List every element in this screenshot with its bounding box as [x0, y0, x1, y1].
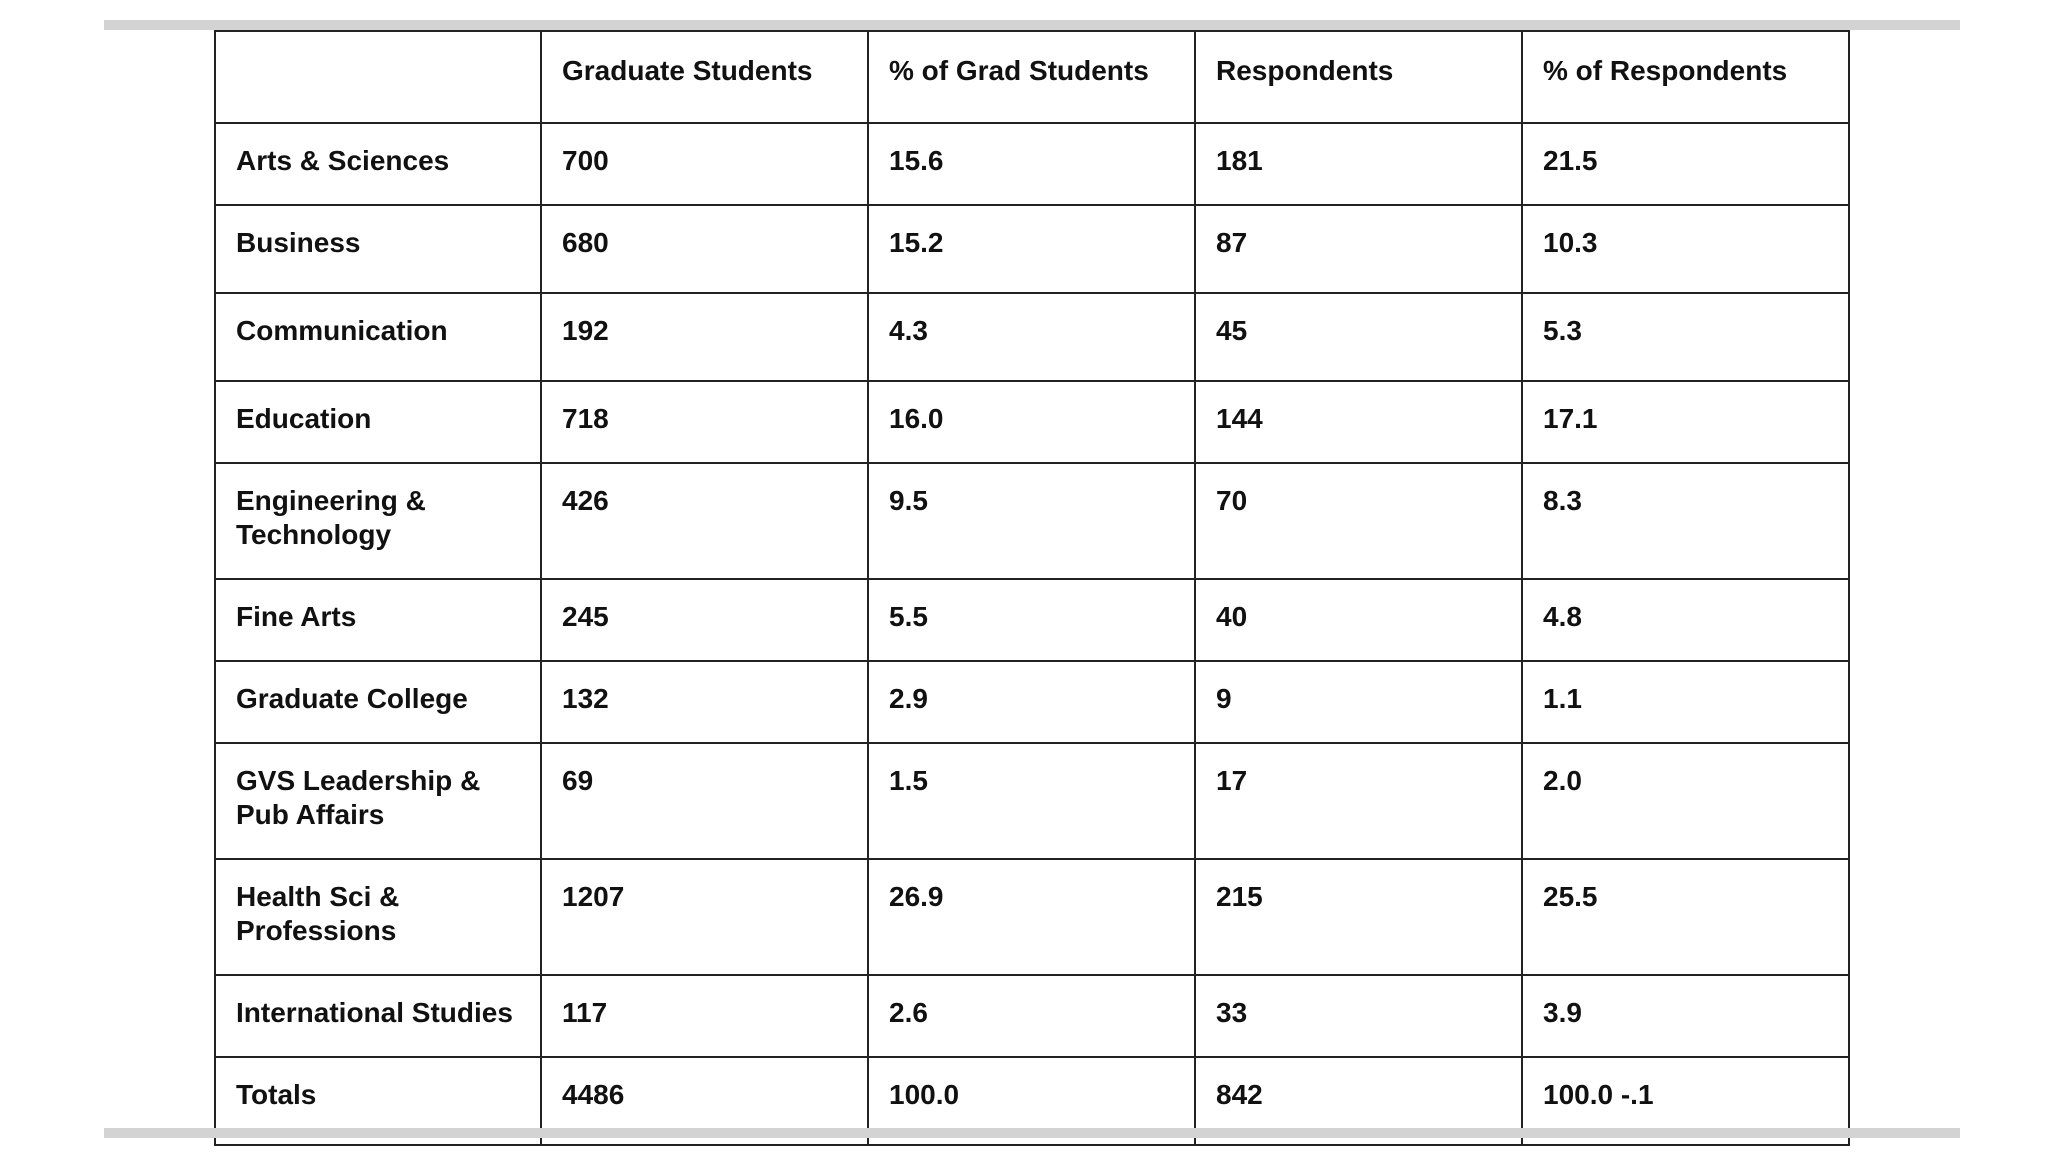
table-cell: 10.3 [1521, 204, 1850, 294]
header-cell-respondents: Respondents [1194, 30, 1523, 124]
table-row: Communication 192 4.3 45 5.3 [214, 292, 1850, 382]
table-cell: 45 [1194, 292, 1523, 382]
header-cell-pct-respondents: % of Respondents [1521, 30, 1850, 124]
table-row: Engineering & Technology 426 9.5 70 8.3 [214, 462, 1850, 580]
table-cell: 2.0 [1521, 742, 1850, 860]
table-cell: 3.9 [1521, 974, 1850, 1058]
table-cell: 21.5 [1521, 122, 1850, 206]
table-cell: 4.8 [1521, 578, 1850, 662]
header-row: Graduate Students % of Grad Students Res… [214, 30, 1850, 124]
table-cell: 5.5 [867, 578, 1196, 662]
row-label: Fine Arts [214, 578, 542, 662]
table-cell: 26.9 [867, 858, 1196, 976]
table-cell: 2.6 [867, 974, 1196, 1058]
top-divider [104, 20, 1960, 30]
table-cell: 17.1 [1521, 380, 1850, 464]
table-row: GVS Leadership & Pub Affairs 69 1.5 17 2… [214, 742, 1850, 860]
table-cell: 15.6 [867, 122, 1196, 206]
row-label: GVS Leadership & Pub Affairs [214, 742, 542, 860]
table-row: International Studies 117 2.6 33 3.9 [214, 974, 1850, 1058]
graduate-students-table: Graduate Students % of Grad Students Res… [214, 30, 1850, 1146]
table-cell: 181 [1194, 122, 1523, 206]
header-cell-blank [214, 30, 542, 124]
table-cell: 15.2 [867, 204, 1196, 294]
row-label: Business [214, 204, 542, 294]
table-cell: 1.1 [1521, 660, 1850, 744]
table-cell: 33 [1194, 974, 1523, 1058]
table-row: Education 718 16.0 144 17.1 [214, 380, 1850, 464]
table-row: Health Sci & Professions 1207 26.9 215 2… [214, 858, 1850, 976]
table-cell: 192 [540, 292, 869, 382]
row-label: Health Sci & Professions [214, 858, 542, 976]
table-row: Fine Arts 245 5.5 40 4.8 [214, 578, 1850, 662]
table-cell: 132 [540, 660, 869, 744]
row-label: Graduate College [214, 660, 542, 744]
table-cell: 1.5 [867, 742, 1196, 860]
table-row: Business 680 15.2 87 10.3 [214, 204, 1850, 294]
table-cell: 17 [1194, 742, 1523, 860]
row-label: Education [214, 380, 542, 464]
row-label: Communication [214, 292, 542, 382]
table-cell: 426 [540, 462, 869, 580]
table-cell: 680 [540, 204, 869, 294]
row-label: Arts & Sciences [214, 122, 542, 206]
table-cell: 144 [1194, 380, 1523, 464]
table-cell: 117 [540, 974, 869, 1058]
table-row: Graduate College 132 2.9 9 1.1 [214, 660, 1850, 744]
table-cell: 9 [1194, 660, 1523, 744]
row-label: Engineering & Technology [214, 462, 542, 580]
table-cell: 87 [1194, 204, 1523, 294]
table-cell: 16.0 [867, 380, 1196, 464]
table-cell: 215 [1194, 858, 1523, 976]
row-label: International Studies [214, 974, 542, 1058]
header-cell-pct-grad-students: % of Grad Students [867, 30, 1196, 124]
bottom-divider [104, 1128, 1960, 1138]
table-cell: 1207 [540, 858, 869, 976]
table-cell: 4.3 [867, 292, 1196, 382]
header-cell-graduate-students: Graduate Students [540, 30, 869, 124]
table-cell: 40 [1194, 578, 1523, 662]
table-cell: 69 [540, 742, 869, 860]
table-cell: 70 [1194, 462, 1523, 580]
table-cell: 700 [540, 122, 869, 206]
table-cell: 5.3 [1521, 292, 1850, 382]
table-cell: 25.5 [1521, 858, 1850, 976]
table-cell: 245 [540, 578, 869, 662]
table-row: Arts & Sciences 700 15.6 181 21.5 [214, 122, 1850, 206]
table-cell: 9.5 [867, 462, 1196, 580]
table-cell: 2.9 [867, 660, 1196, 744]
table-cell: 718 [540, 380, 869, 464]
table-cell: 8.3 [1521, 462, 1850, 580]
